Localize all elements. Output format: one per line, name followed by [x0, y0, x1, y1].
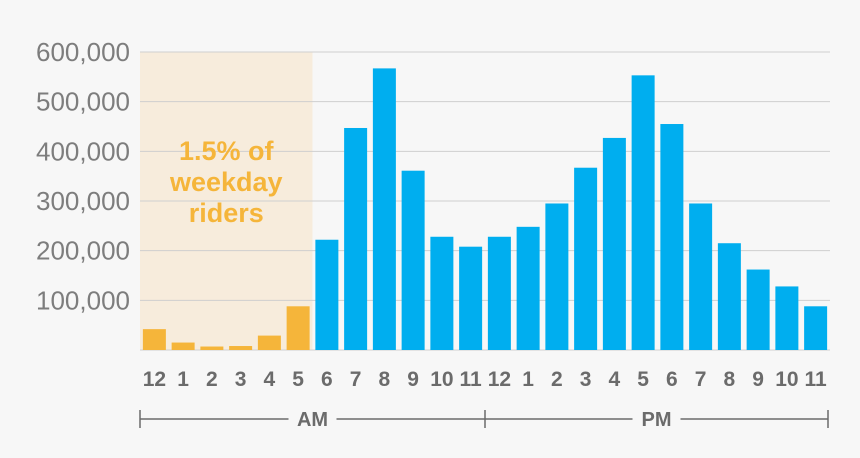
bar [142, 329, 166, 350]
bar [545, 203, 569, 350]
x-tick-label: 11 [460, 368, 483, 391]
x-tick-label: 4 [264, 368, 276, 391]
period-label: AM [297, 409, 328, 431]
bar [689, 203, 713, 350]
y-tick-label: 200,000 [36, 236, 130, 266]
bar [574, 167, 598, 350]
bar [257, 335, 281, 350]
y-axis-ticks: 100,000 200,000 300,000 400,000 500,000 600,0… [36, 37, 130, 315]
bar [315, 239, 339, 350]
x-tick-label: 2 [551, 368, 563, 391]
bar [372, 68, 396, 350]
x-tick-label: 1 [177, 368, 189, 391]
x-tick-label: 3 [580, 368, 592, 391]
x-tick-label: 7 [695, 368, 707, 391]
bar [401, 170, 425, 350]
y-tick-label: 600,000 [36, 37, 130, 67]
bar [171, 342, 195, 350]
bar [459, 246, 483, 350]
x-tick-label: 9 [752, 368, 764, 391]
bar [487, 236, 511, 350]
bar [775, 286, 799, 350]
x-tick-label: 9 [407, 368, 419, 391]
x-tick-label: 7 [350, 368, 362, 391]
period-axis: AM PM [139, 409, 829, 431]
annotation-line: weekday [169, 167, 283, 197]
x-tick-label: 5 [292, 368, 304, 391]
period-label: PM [642, 409, 672, 431]
bar [516, 226, 540, 350]
bar [344, 127, 368, 351]
bar [660, 124, 684, 351]
bar [430, 236, 454, 350]
y-tick-label: 100,000 [36, 285, 130, 315]
y-tick-label: 500,000 [36, 87, 130, 117]
bar [286, 306, 310, 350]
x-tick-label: 10 [775, 368, 798, 391]
annotation-line: 1.5% of [179, 136, 275, 166]
x-tick-label: 11 [805, 368, 828, 391]
x-tick-label: 4 [609, 368, 621, 391]
x-tick-label: 10 [430, 368, 453, 391]
bar [229, 346, 253, 350]
grid [140, 51, 830, 351]
x-tick-label: 5 [637, 368, 649, 391]
bar [631, 75, 655, 351]
bar [717, 243, 741, 350]
x-tick-label: 8 [724, 368, 736, 391]
bar [746, 269, 770, 350]
bar [602, 137, 626, 350]
bars [142, 68, 828, 351]
x-tick-label: 2 [206, 368, 218, 391]
x-tick-label: 3 [235, 368, 247, 391]
y-tick-label: 300,000 [36, 186, 130, 216]
bar [804, 306, 828, 350]
x-axis-ticks: 12 1 2 3 4 5 6 7 8 9 10 11 12 1 2 3 4 5 6 7 8 9 10 11 [143, 368, 827, 391]
y-tick-label: 400,000 [36, 136, 130, 166]
bar [200, 346, 224, 350]
x-tick-label: 1 [522, 368, 534, 391]
x-tick-label: 12 [488, 368, 511, 391]
x-tick-label: 8 [379, 368, 391, 391]
x-tick-label: 12 [143, 368, 166, 391]
x-tick-label: 6 [321, 368, 333, 391]
x-tick-label: 6 [666, 368, 678, 391]
annotation-line: riders [189, 198, 264, 228]
